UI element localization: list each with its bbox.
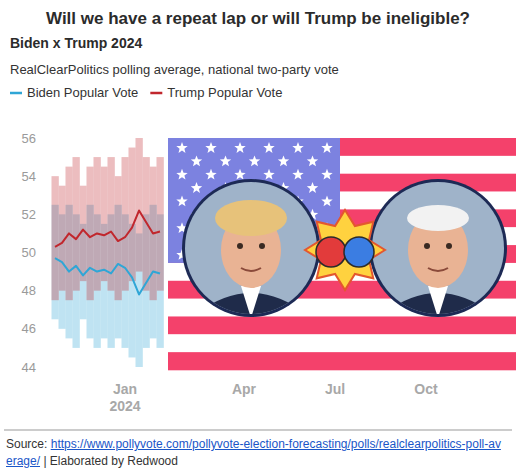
flag-stripe <box>168 316 516 334</box>
page: Will we have a repeat lap or will Trump … <box>0 0 516 475</box>
portrait-eye <box>424 243 430 249</box>
portrait-ring <box>369 179 507 317</box>
flag-star <box>321 142 332 153</box>
portrait-inner <box>181 178 321 318</box>
y-tick-label: 48 <box>22 283 36 298</box>
flag-star <box>307 182 318 193</box>
band-segment <box>136 138 143 272</box>
portrait-shirt <box>241 286 261 318</box>
portrait-hair <box>215 200 287 236</box>
flag-illustration <box>168 138 516 370</box>
portrait-shirt <box>428 286 448 318</box>
legend-label: Trump Popular Vote <box>167 85 282 100</box>
flag-star <box>234 142 245 153</box>
subtitle: Biden x Trump 2024 <box>10 35 142 51</box>
y-tick-label: 52 <box>22 207 36 222</box>
x-tick-label-line: Jul <box>325 381 345 397</box>
portrait-mouth <box>428 268 448 271</box>
boxing-glove <box>344 237 374 267</box>
plot-background <box>40 132 516 373</box>
plot-data <box>52 138 164 367</box>
flag-star <box>292 169 303 180</box>
x-tick-label-line: 2024 <box>109 398 140 414</box>
x-tick-label: Apr <box>232 381 257 397</box>
legend-swatch <box>150 92 162 95</box>
flag-star <box>249 155 260 166</box>
flag-star <box>234 169 245 180</box>
flag-stripe <box>168 352 516 370</box>
source-label: Source: <box>6 437 47 451</box>
flag-star <box>263 142 274 153</box>
band-segment <box>101 167 108 282</box>
credit: | Elaborated by Redwood <box>43 454 178 468</box>
portrait-eye <box>237 243 243 249</box>
band-segment <box>157 157 164 291</box>
band-segment <box>52 176 59 300</box>
portrait-eye <box>446 243 452 249</box>
flag-star <box>191 182 202 193</box>
flag-star <box>176 196 187 207</box>
portrait-inner <box>368 178 508 318</box>
portrait-bg <box>368 178 508 318</box>
y-tick-label: 56 <box>22 131 36 146</box>
x-tick-label-line: Apr <box>232 381 257 397</box>
x-tick-label-line: Jan <box>113 381 137 397</box>
y-tick-label: 46 <box>22 321 36 336</box>
boxing-burst <box>305 210 385 290</box>
y-tick-label: 44 <box>22 360 36 375</box>
flag-stripe <box>168 334 516 352</box>
flag-star <box>321 169 332 180</box>
portrait <box>368 178 508 318</box>
chart: Will we have a repeat lap or will Trump … <box>0 0 516 475</box>
boxing-glove <box>316 237 346 267</box>
x-tick-label: Oct <box>414 381 438 397</box>
source-note: Source: https://www.pollyvote.com/pollyv… <box>6 436 506 470</box>
series-line <box>55 258 160 294</box>
legend-swatch <box>10 92 22 95</box>
flag-star <box>176 142 187 153</box>
flag-star <box>321 196 332 207</box>
series-line <box>55 211 160 247</box>
portrait-eye <box>259 243 265 249</box>
flag-star <box>278 155 289 166</box>
title: Will we have a repeat lap or will Trump … <box>46 9 470 28</box>
y-axis: 44 46 48 50 52 54 56 <box>22 131 36 375</box>
y-tick-label: 54 <box>22 169 36 184</box>
portrait-ring <box>182 179 320 317</box>
portrait-bg <box>181 178 321 318</box>
x-tick-label: Jul <box>325 381 345 397</box>
flag-star <box>220 155 231 166</box>
flag-star <box>205 169 216 180</box>
band-segment <box>129 148 136 282</box>
caption: RealClearPolitics polling average, natio… <box>10 62 339 77</box>
flag-star <box>292 142 303 153</box>
y-tick-label: 50 <box>22 245 36 260</box>
portrait-hair <box>407 205 469 231</box>
flag-star <box>263 169 274 180</box>
x-tick-label-line: Oct <box>414 381 438 397</box>
portrait-mouth <box>241 268 261 271</box>
flag-star <box>176 169 187 180</box>
footer-rule <box>4 430 512 431</box>
flag-star <box>191 155 202 166</box>
flag-star <box>205 142 216 153</box>
x-axis: Jan2024 Apr Jul Oct <box>109 381 438 414</box>
legend-label: Biden Popular Vote <box>27 85 138 100</box>
band <box>52 138 164 300</box>
flag-star <box>307 155 318 166</box>
x-tick-label: Jan2024 <box>109 381 140 414</box>
legend: Biden Popular Vote Trump Popular Vote <box>10 85 282 100</box>
portrait <box>181 178 321 318</box>
